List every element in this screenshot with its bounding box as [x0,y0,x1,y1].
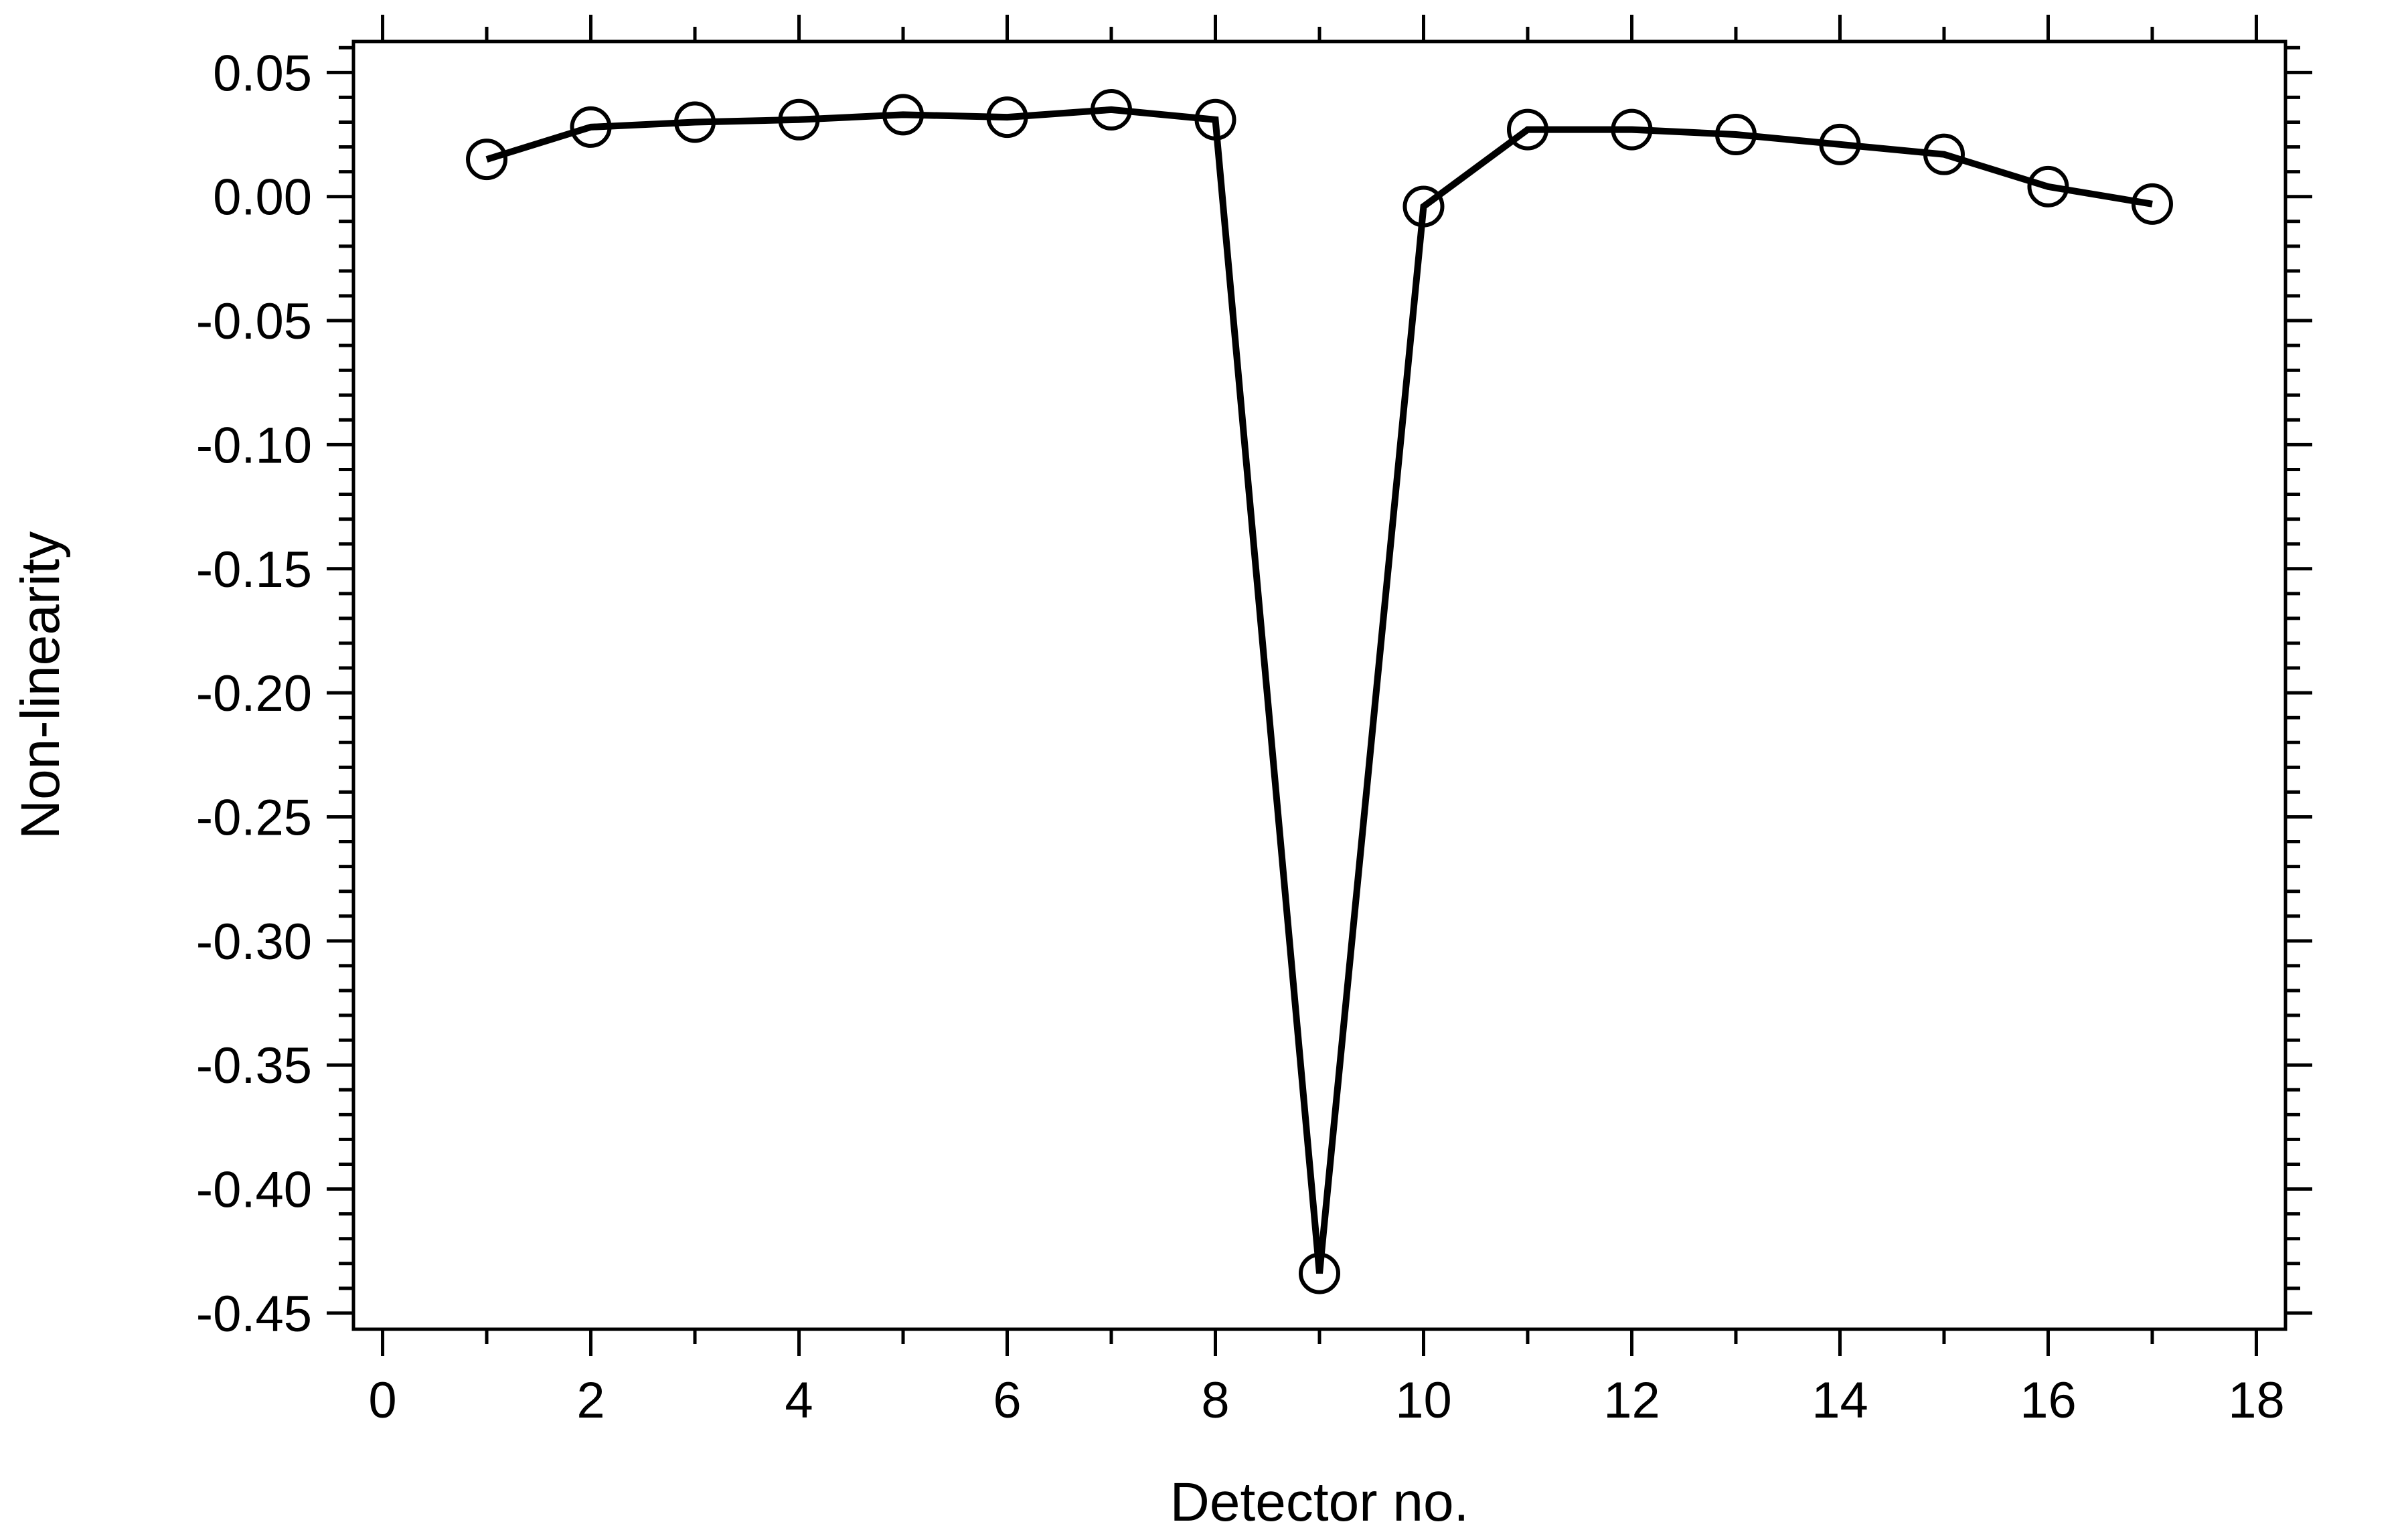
data-point [1091,88,1133,131]
data-point [1506,108,1548,151]
y-tick-label: -0.40 [196,1162,312,1219]
data-point [1714,114,1757,156]
minor-ticks [339,27,2300,1344]
x-tick-labels: 0 2 4 6 8 10 12 14 16 18 [368,1372,2284,1429]
x-tick-label: 0 [368,1372,396,1429]
x-axis-title: Detector no. [1170,1472,1469,1524]
data-markers [466,88,2173,1294]
x-tick-label: 16 [2020,1372,2077,1429]
data-point [570,106,612,148]
data-point [1611,108,1653,151]
x-tick-label: 12 [1603,1372,1660,1429]
data-point [1402,185,1445,228]
major-ticks [327,15,2312,1356]
x-tick-label: 2 [576,1372,605,1429]
plot-frame [351,39,2287,1331]
x-tick-label: 4 [785,1372,813,1429]
x-tick-label: 14 [1812,1372,1868,1429]
y-tick-label: 0.00 [213,169,312,226]
data-point [1194,98,1236,141]
data-point [1923,133,1965,175]
y-tick-label: -0.15 [196,541,312,598]
x-tick-label: 8 [1201,1372,1229,1429]
y-tick-label: -0.10 [196,417,312,474]
data-point [986,96,1028,139]
y-tick-label: 0.05 [213,45,312,102]
y-axis-title: Non-linearity [10,531,71,839]
data-point [1819,123,1861,165]
series-line [485,106,2153,1274]
y-tick-labels: 0.05 0.00 -0.05 -0.10 -0.15 -0.20 -0.25 -0.30 -0… [196,45,312,1343]
y-tick-label: -0.35 [196,1037,312,1094]
data-point [674,101,716,143]
data-point [466,139,508,181]
x-tick-label: 10 [1395,1372,1452,1429]
data-point [882,94,925,136]
y-tick-label: -0.30 [196,914,312,970]
y-tick-label: -0.05 [196,293,312,350]
data-point [778,98,820,141]
y-tick-label: -0.20 [196,665,312,722]
data-point [2131,183,2173,225]
data-point [2027,165,2069,207]
x-tick-label: 6 [993,1372,1021,1429]
y-tick-label: -0.25 [196,789,312,846]
data-point [1299,1252,1340,1294]
y-tick-label: -0.45 [196,1286,312,1343]
x-tick-label: 18 [2228,1372,2285,1429]
